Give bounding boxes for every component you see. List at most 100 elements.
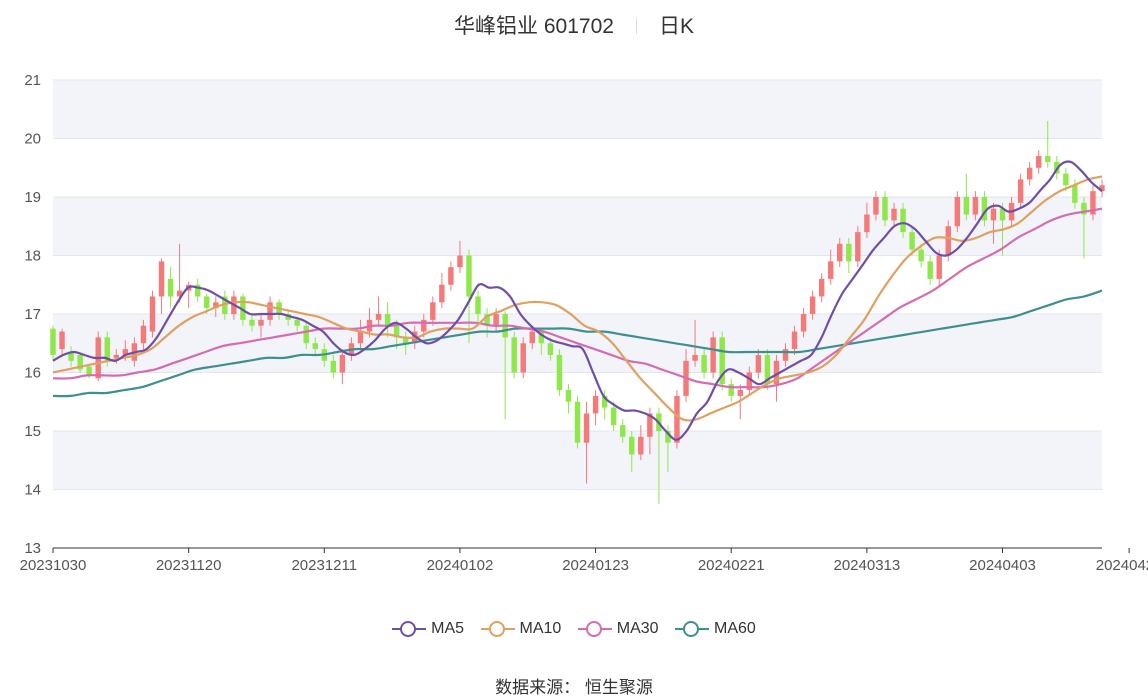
candle-body-13 <box>167 278 174 297</box>
x-tick-20240102: 20240102 <box>427 557 494 574</box>
x-tick-20240403: 20240403 <box>969 557 1036 574</box>
y-tick-17: 17 <box>24 306 41 323</box>
candle-body-23 <box>258 319 264 326</box>
candle-body-65 <box>638 436 644 455</box>
candle-body-29 <box>312 343 318 350</box>
candle-body-0 <box>50 328 56 355</box>
candle-46 <box>466 249 472 344</box>
candle-body-14 <box>176 290 183 297</box>
candle-29 <box>312 337 318 355</box>
candle-10 <box>140 319 147 350</box>
x-tick-20240221: 20240221 <box>698 557 765 574</box>
candle-1 <box>59 328 65 355</box>
kline-chart: 13 14 15 16 17 18 19 20 21 20231030 20231120 202312… <box>20 72 1148 574</box>
candle-81 <box>782 343 789 367</box>
candle-43 <box>439 273 445 309</box>
ma-line-ma5 <box>52 160 1103 441</box>
candle-56 <box>556 349 563 396</box>
legend-label-ma10: MA10 <box>519 620 562 637</box>
legend-item-ma60[interactable]: MA60 <box>675 620 756 638</box>
legend-item-ma5[interactable]: MA5 <box>392 620 464 638</box>
candle-body-63 <box>620 425 626 437</box>
candle-body-32 <box>339 354 346 373</box>
candle-body-31 <box>330 360 337 373</box>
candle-78 <box>755 349 762 379</box>
candle-65 <box>638 425 644 461</box>
candle-body-52 <box>520 343 526 373</box>
candle-0 <box>50 325 56 361</box>
axes: 13 14 15 16 17 18 19 20 21 20231030 20231120 202312… <box>20 72 1148 574</box>
candle-body-10 <box>140 325 147 344</box>
candle-103 <box>981 191 988 227</box>
candle-body-97 <box>927 261 933 279</box>
candle-body-49 <box>493 314 499 326</box>
candle-54 <box>538 328 545 355</box>
x-tick-20240425: 20240425 <box>1096 557 1148 574</box>
candle-body-4 <box>86 366 92 376</box>
candle-body-41 <box>421 319 427 332</box>
candle-107 <box>1017 173 1024 209</box>
y-tick-15: 15 <box>24 423 41 440</box>
candle-body-108 <box>1026 167 1033 180</box>
candle-22 <box>249 314 255 332</box>
candle-37 <box>384 302 391 338</box>
y-tick-21: 21 <box>24 72 41 89</box>
candle-96 <box>918 243 924 268</box>
candle-body-22 <box>249 319 255 326</box>
candle-body-51 <box>511 337 517 373</box>
candle-61 <box>601 390 608 420</box>
candle-body-100 <box>954 197 961 227</box>
candle-body-48 <box>484 314 490 326</box>
candle-52 <box>520 337 526 379</box>
candle-body-64 <box>629 436 635 455</box>
candle-64 <box>629 431 635 472</box>
candle-72 <box>701 349 707 379</box>
legend: MA5 MA10 MA30 MA60 <box>0 620 1148 642</box>
candle-body-36 <box>375 314 382 320</box>
candle-5 <box>95 331 101 382</box>
y-tick-18: 18 <box>24 248 41 265</box>
legend-item-ma10[interactable]: MA10 <box>480 620 562 638</box>
candle-59 <box>583 401 590 484</box>
candle-94 <box>900 202 906 238</box>
candle-116 <box>1099 179 1105 197</box>
candle-31 <box>330 354 337 379</box>
candle-body-76 <box>737 390 743 396</box>
candle-115 <box>1090 185 1096 221</box>
candle-body-37 <box>384 314 391 326</box>
candle-60 <box>592 390 599 426</box>
y-tick-16: 16 <box>24 365 41 382</box>
candle-body-2 <box>68 352 74 361</box>
grid-lines <box>53 79 1102 549</box>
candle-73 <box>710 331 716 379</box>
candle-body-38 <box>393 325 400 338</box>
candle-body-99 <box>945 226 951 256</box>
candle-body-42 <box>430 302 436 320</box>
candle-body-92 <box>882 197 888 221</box>
candle-71 <box>692 319 698 367</box>
candle-85 <box>818 273 825 303</box>
candle-body-21 <box>240 296 246 320</box>
candle-84 <box>809 290 816 320</box>
candle-36 <box>375 296 382 326</box>
ma5-marker-icon <box>392 621 427 637</box>
ma60-marker-icon <box>675 621 710 637</box>
candle-86 <box>827 249 834 285</box>
candle-32 <box>339 349 346 385</box>
ma30-marker-icon <box>577 621 612 637</box>
source-name: 恒生聚源 <box>584 678 653 697</box>
legend-label-ma60: MA60 <box>714 620 756 637</box>
candle-body-114 <box>1081 202 1087 215</box>
candle-90 <box>864 202 870 238</box>
candle-75 <box>728 378 734 402</box>
candle-body-11 <box>149 296 156 332</box>
ma-line-ma30 <box>52 207 1103 389</box>
candle-23 <box>258 314 264 338</box>
candle-11 <box>149 290 156 338</box>
candle-83 <box>800 308 807 338</box>
legend-item-ma30[interactable]: MA30 <box>577 620 659 638</box>
candle-body-89 <box>855 232 861 262</box>
candle-body-72 <box>701 354 707 373</box>
candle-16 <box>194 278 201 303</box>
candle-14 <box>176 243 183 303</box>
